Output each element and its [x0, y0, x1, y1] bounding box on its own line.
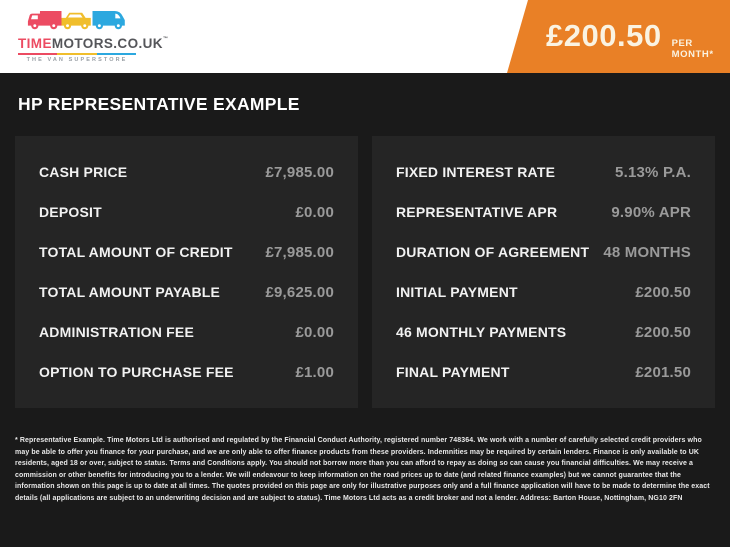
finance-row-label: FINAL PAYMENT — [396, 364, 510, 380]
van-icon — [92, 11, 125, 30]
finance-row-label: TOTAL AMOUNT PAYABLE — [39, 284, 221, 300]
finance-row: ADMINISTRATION FEE £0.00 — [39, 312, 334, 352]
finance-panel-right: FIXED INTEREST RATE 5.13% P.A. REPRESENT… — [372, 136, 715, 408]
finance-row-value: £9,625.00 — [265, 283, 334, 301]
finance-row-value: £0.00 — [295, 203, 334, 221]
finance-row: 46 MONTHLY PAYMENTS £200.50 — [396, 312, 691, 352]
finance-row: DEPOSIT £0.00 — [39, 192, 334, 232]
finance-row-label: ADMINISTRATION FEE — [39, 324, 195, 340]
finance-panels: CASH PRICE £7,985.00 DEPOSIT £0.00 TOTAL… — [15, 136, 715, 408]
disclaimer-text: * Representative Example. Time Motors Lt… — [15, 437, 710, 502]
finance-row-value: 48 MONTHS — [603, 243, 691, 261]
finance-row-label: REPRESENTATIVE APR — [396, 204, 558, 220]
finance-row-value: £200.50 — [635, 283, 691, 301]
trademark-symbol: ™ — [162, 36, 169, 42]
finance-row: FINAL PAYMENT £201.50 — [396, 352, 691, 392]
logo-tricolor-rule — [18, 52, 136, 55]
page-title: HP REPRESENTATIVE EXAMPLE — [18, 94, 300, 114]
finance-row-label: INITIAL PAYMENT — [396, 284, 518, 300]
finance-panel-left: CASH PRICE £7,985.00 DEPOSIT £0.00 TOTAL… — [15, 136, 358, 408]
finance-row-value: 9.90% APR — [611, 203, 691, 221]
timemotors-logo[interactable]: TIMEMOTORS.CO.UK™ THE VAN SUPERSTORE — [18, 5, 168, 63]
finance-row: OPTION TO PURCHASE FEE £1.00 — [39, 352, 334, 392]
finance-row: FIXED INTEREST RATE 5.13% P.A. — [396, 152, 691, 192]
finance-example-section: HP REPRESENTATIVE EXAMPLE CASH PRICE £7,… — [0, 94, 730, 504]
header-bar: TIMEMOTORS.CO.UK™ THE VAN SUPERSTORE £20… — [0, 0, 730, 73]
finance-row: DURATION OF AGREEMENT 48 MONTHS — [396, 232, 691, 272]
finance-row-value: £0.00 — [295, 323, 334, 341]
finance-row-label: 46 MONTHLY PAYMENTS — [396, 324, 567, 340]
finance-row-value: £1.00 — [295, 363, 334, 381]
finance-row-value: £200.50 — [635, 323, 691, 341]
finance-row-value: 5.13% P.A. — [615, 163, 691, 181]
truck-icon — [27, 11, 62, 30]
logo-word-motors: MOTORS.CO.UK — [51, 36, 163, 51]
finance-row: CASH PRICE £7,985.00 — [39, 152, 334, 192]
vehicles-icon — [27, 11, 125, 30]
finance-row: TOTAL AMOUNT OF CREDIT £7,985.00 — [39, 232, 334, 272]
finance-row: REPRESENTATIVE APR 9.90% APR — [396, 192, 691, 232]
finance-row-label: DURATION OF AGREEMENT — [396, 244, 590, 260]
finance-row-label: DEPOSIT — [39, 204, 102, 220]
finance-row: TOTAL AMOUNT PAYABLE £9,625.00 — [39, 272, 334, 312]
monthly-price-amount: £200.50 — [546, 18, 662, 53]
finance-row-label: TOTAL AMOUNT OF CREDIT — [39, 244, 233, 260]
finance-row-label: CASH PRICE — [39, 164, 128, 180]
finance-row: INITIAL PAYMENT £200.50 — [396, 272, 691, 312]
finance-row-label: FIXED INTEREST RATE — [396, 164, 556, 180]
monthly-price-period: PER MONTH* — [671, 38, 714, 60]
car-icon — [61, 12, 91, 30]
finance-row-label: OPTION TO PURCHASE FEE — [39, 364, 234, 380]
finance-row-value: £201.50 — [635, 363, 691, 381]
finance-row-value: £7,985.00 — [265, 243, 334, 261]
logo-tagline: THE VAN SUPERSTORE — [26, 56, 128, 63]
logo-word-time: TIME — [18, 36, 52, 51]
finance-row-value: £7,985.00 — [265, 163, 334, 181]
logo-wordmark: TIMEMOTORS.CO.UK™ — [18, 36, 168, 51]
price-per-month-badge: £200.50 PER MONTH* — [507, 0, 730, 73]
